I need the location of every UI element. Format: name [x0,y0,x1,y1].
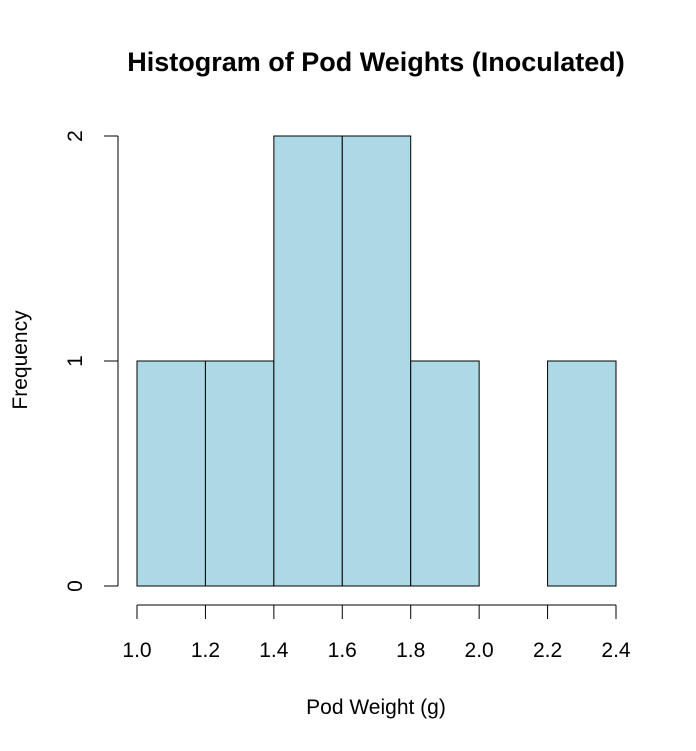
x-tick-label: 2.2 [533,639,562,662]
histogram-bar-4 [410,360,480,587]
y-axis: 0 1 2 [64,130,119,592]
histogram-bar-0 [136,360,206,587]
chart-title: Histogram of Pod Weights (Inoculated) [127,47,625,77]
y-axis-label: Frequency [9,310,32,410]
bars-group [136,135,617,587]
x-tick-label: 2.0 [465,639,494,662]
x-axis: 1.0 1.2 1.4 1.6 1.8 2.0 2.2 2.4 [122,604,631,662]
histogram-bar-3 [341,135,412,587]
x-tick-label: 2.4 [601,639,631,662]
histogram-bar-2 [273,135,343,587]
y-tick-label: 2 [64,130,87,142]
y-tick-label: 1 [64,355,87,367]
x-tick-label: 1.2 [191,639,220,662]
histogram-bar-6 [547,360,617,587]
x-tick-label: 1.0 [122,639,151,662]
x-tick-label: 1.6 [328,639,357,662]
x-tick-label: 1.4 [259,639,289,662]
x-tick-label: 1.8 [396,639,425,662]
y-tick-label: 0 [64,580,87,592]
histogram-bar-1 [204,360,275,587]
x-axis-label: Pod Weight (g) [306,696,446,719]
